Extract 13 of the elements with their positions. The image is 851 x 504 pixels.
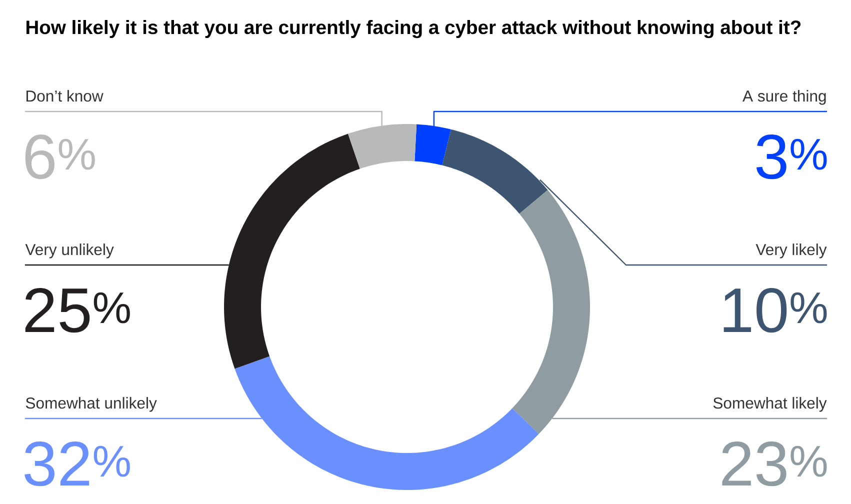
slice-label: Very unlikely <box>25 244 114 258</box>
slice-label: Very likely <box>756 244 827 258</box>
data-label: 6$^{%}$ <box>25 134 95 180</box>
data-label: 10$^{%}$ <box>724 288 827 333</box>
chart-title: How likely it is that you are currently facing a cyber attack without knowing about it? <box>26 20 801 38</box>
slice-label: A sure thing <box>742 90 826 105</box>
data-label: 3$^{%}$ <box>756 134 827 180</box>
slice-label: Somewhat likely <box>713 397 827 412</box>
data-label: 25$^{%}$ <box>25 288 130 333</box>
data-label: 32$^{%}$ <box>24 442 130 486</box>
slice-label: Somewhat unlikely <box>26 397 157 412</box>
slice-label: Don’t know <box>26 90 104 102</box>
data-label: 23$^{%}$ <box>722 442 827 486</box>
